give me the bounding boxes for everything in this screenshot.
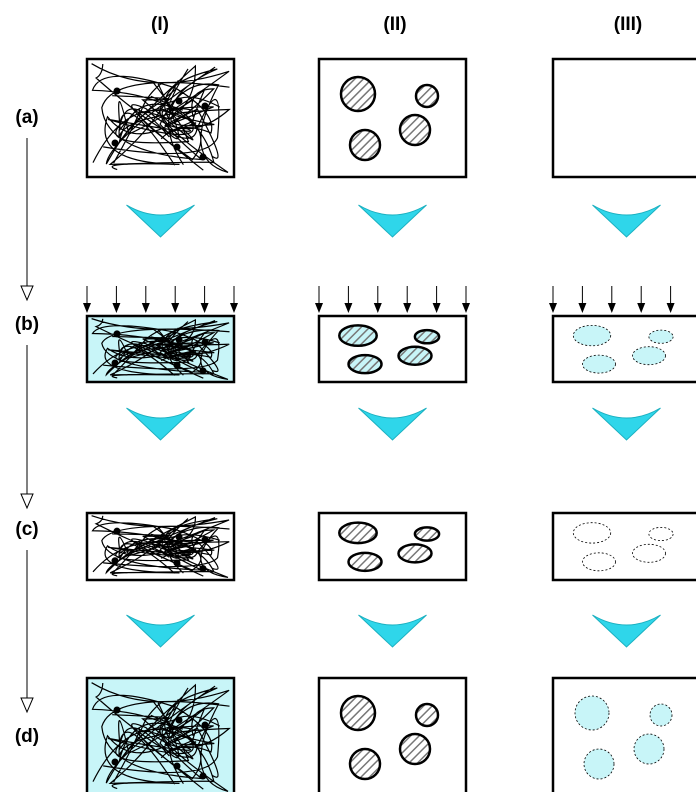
particle (399, 347, 432, 365)
pressure-arrowhead (433, 303, 441, 313)
transition-chevron (593, 408, 661, 440)
particle (634, 734, 664, 764)
pressure-arrowhead (608, 303, 616, 313)
particle (400, 734, 430, 764)
pressure-arrowhead (344, 303, 352, 313)
row-label: (d) (15, 726, 39, 747)
crosslink (174, 763, 181, 770)
crosslink (200, 154, 207, 161)
particle (350, 749, 380, 779)
pressure-arrowhead (374, 303, 382, 313)
sample-box (553, 513, 696, 580)
pressure-arrowhead (142, 303, 150, 313)
crosslink (112, 759, 119, 766)
crosslink (174, 362, 181, 369)
sample-box (553, 316, 696, 382)
column-header: (III) (614, 14, 643, 35)
particle (584, 749, 614, 779)
row-label: (a) (15, 107, 38, 128)
particle (575, 696, 609, 730)
sample-box (319, 678, 466, 792)
particle (416, 704, 438, 726)
sample-box (319, 316, 466, 382)
crosslink (200, 773, 207, 780)
pressure-arrowhead (462, 303, 470, 313)
crosslink (174, 144, 181, 151)
crosslink (114, 330, 121, 337)
column-header: (I) (151, 14, 169, 35)
flow-arrowhead (21, 286, 33, 300)
particle (341, 77, 375, 111)
transition-chevron (127, 408, 195, 440)
particle (573, 523, 610, 543)
particle (573, 325, 610, 345)
particle (650, 704, 672, 726)
pressure-arrowhead (201, 303, 209, 313)
particle (349, 355, 382, 373)
crosslink (202, 103, 209, 110)
pressure-arrowhead (112, 303, 120, 313)
particle (415, 527, 439, 540)
crosslink (114, 528, 121, 535)
transition-chevron (359, 408, 427, 440)
crosslink (176, 533, 183, 540)
particle (649, 330, 673, 343)
particle (583, 553, 616, 571)
particle (416, 85, 438, 107)
crosslink (200, 565, 207, 572)
pressure-arrowhead (315, 303, 323, 313)
crosslink (176, 98, 183, 105)
crosslink (176, 717, 183, 724)
sample-box (319, 513, 466, 580)
crosslink (174, 559, 181, 566)
particle (649, 527, 673, 540)
crosslink (202, 536, 209, 543)
pressure-arrowhead (171, 303, 179, 313)
crosslink (112, 557, 119, 564)
pressure-arrowhead (637, 303, 645, 313)
particle (339, 523, 376, 543)
particle (339, 325, 376, 345)
particle (583, 355, 616, 373)
pressure-arrowhead (403, 303, 411, 313)
diagram: (I) (II) (III) (a) (b) (c) (d) (0, 0, 696, 792)
column-header: (II) (383, 14, 406, 35)
transition-chevron (127, 615, 195, 647)
crosslink (112, 140, 119, 147)
row-label: (c) (15, 519, 38, 540)
transition-chevron (359, 615, 427, 647)
particle (633, 347, 666, 365)
sample-box (553, 59, 696, 177)
transition-chevron (359, 205, 427, 237)
crosslink (176, 336, 183, 343)
pressure-arrowhead (667, 303, 675, 313)
row-label: (b) (15, 314, 39, 335)
flow-arrowhead (21, 698, 33, 712)
crosslink (200, 367, 207, 374)
sample-box (553, 678, 696, 792)
particle (633, 544, 666, 562)
pressure-arrowhead (230, 303, 238, 313)
particle (341, 696, 375, 730)
transition-chevron (593, 205, 661, 237)
crosslink (114, 707, 121, 714)
particle (399, 544, 432, 562)
sample-box (319, 59, 466, 177)
crosslink (112, 359, 119, 366)
particle (400, 115, 430, 145)
transition-chevron (127, 205, 195, 237)
particle (415, 330, 439, 343)
pressure-arrowhead (578, 303, 586, 313)
crosslink (202, 722, 209, 729)
particle (349, 553, 382, 571)
flow-arrowhead (21, 494, 33, 508)
pressure-arrowhead (83, 303, 91, 313)
particle (350, 130, 380, 160)
transition-chevron (593, 615, 661, 647)
crosslink (114, 88, 121, 95)
pressure-arrowhead (549, 303, 557, 313)
crosslink (202, 339, 209, 346)
